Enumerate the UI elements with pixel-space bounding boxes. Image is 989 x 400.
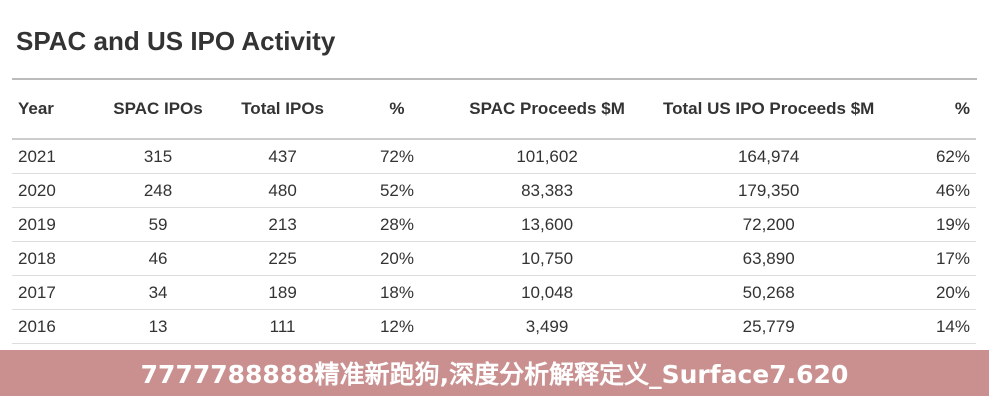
table-cell: 52% [344, 173, 450, 208]
table-cell: 2017 [12, 275, 96, 310]
table-cell: 46 [95, 241, 221, 276]
table-cell: 20% [892, 275, 976, 310]
table-cell: 315 [95, 139, 221, 174]
table-row: 2017 34 189 18% 10,048 50,268 20% [12, 275, 976, 310]
table-cell: 14% [892, 309, 976, 344]
table-cell: 437 [220, 139, 345, 174]
table-cell: 2019 [12, 207, 96, 242]
table-row: 2021 315 437 72% 101,602 164,974 62% [12, 139, 976, 174]
column-header: % [344, 80, 450, 140]
table-cell: 164,974 [645, 139, 893, 174]
table-cell: 34 [95, 275, 221, 310]
table-cell: 13 [95, 309, 221, 344]
table-cell: 25,779 [645, 309, 893, 344]
table-cell: 179,350 [645, 173, 893, 208]
table-cell: 2018 [12, 241, 96, 276]
header-row: Year SPAC IPOs Total IPOs% SPAC Proceeds $M… [12, 80, 976, 140]
overlay-banner: 7777788888精准新跑狗,深度分析解释定义_Surface7.620 [0, 350, 989, 396]
table-row: 2020 248 480 52% 83,383 179,350 46% [12, 173, 976, 208]
table-cell: 63,890 [645, 241, 893, 276]
page-title: SPAC and US IPO Activity [16, 26, 336, 56]
table-cell: 248 [95, 173, 221, 208]
table-cell: 10,750 [449, 241, 646, 276]
column-header: SPAC Proceeds $M [449, 80, 646, 140]
table-cell: 62% [892, 139, 976, 174]
table-cell: 13,600 [449, 207, 646, 242]
table-cell: 17% [892, 241, 976, 276]
column-header: % [892, 80, 976, 140]
ipo-table: Year SPAC IPOs Total IPOs% SPAC Proceeds $M… [12, 80, 976, 344]
table-cell: 2021 [12, 139, 96, 174]
table-cell: 111 [220, 309, 345, 344]
table-row: 2018 46 225 20% 10,750 63,890 17% [12, 241, 976, 276]
table-cell: 46% [892, 173, 976, 208]
table-cell: 20% [344, 241, 450, 276]
table-cell: 225 [220, 241, 345, 276]
table-cell: 83,383 [449, 173, 646, 208]
table-cell: 213 [220, 207, 345, 242]
table-cell: 10,048 [449, 275, 646, 310]
table-cell: 480 [220, 173, 345, 208]
column-header: Year [12, 80, 96, 140]
table-cell: 19% [892, 207, 976, 242]
table-cell: 3,499 [449, 309, 646, 344]
table-row: 2016 13 111 12% 3,499 25,779 14% [12, 309, 976, 344]
table-cell: 50,268 [645, 275, 893, 310]
table-cell: 72,200 [645, 207, 893, 242]
divider [12, 78, 977, 80]
table-cell: 12% [344, 309, 450, 344]
table-cell: 189 [220, 275, 345, 310]
column-header: Total US IPO Proceeds $M [645, 80, 893, 140]
table-cell: 72% [344, 139, 450, 174]
table-cell: 28% [344, 207, 450, 242]
table-cell: 2020 [12, 173, 96, 208]
table-cell: 18% [344, 275, 450, 310]
column-header: SPAC IPOs [95, 80, 221, 140]
column-header: Total IPOs [220, 80, 345, 140]
table-cell: 2016 [12, 309, 96, 344]
table-cell: 101,602 [449, 139, 646, 174]
table-cell: 59 [95, 207, 221, 242]
table-row: 2019 59 213 28% 13,600 72,200 19% [12, 207, 976, 242]
